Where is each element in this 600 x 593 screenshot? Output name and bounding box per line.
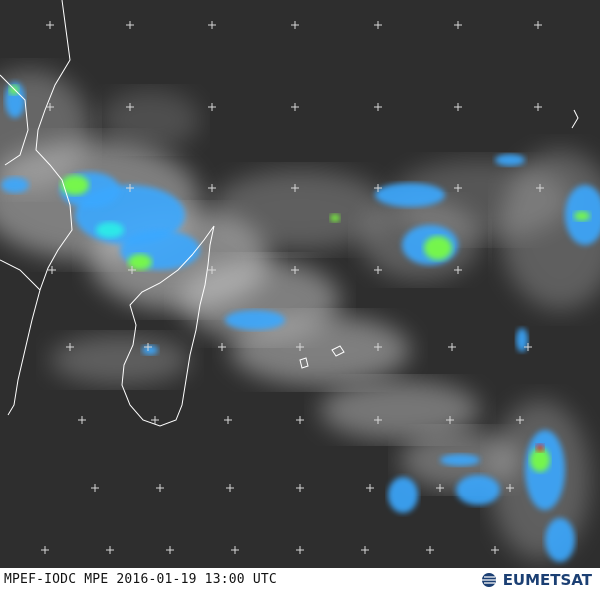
- grid-marker: [291, 266, 299, 274]
- grid-marker: [126, 184, 134, 192]
- grid-marker: [454, 184, 462, 192]
- island: [299, 357, 309, 369]
- grid-marker: [296, 484, 304, 492]
- grid-marker: [374, 103, 382, 111]
- grid-marker: [224, 416, 232, 424]
- eumetsat-logo-icon: [481, 573, 496, 587]
- grid-marker: [374, 343, 382, 351]
- island: [331, 345, 345, 357]
- precipitation-area: [1, 177, 29, 193]
- grid-marker: [374, 266, 382, 274]
- grid-marker: [41, 546, 49, 554]
- border-line: [0, 259, 41, 291]
- lat-lon-grid: [41, 21, 544, 554]
- cloud-area: [50, 335, 190, 385]
- grid-marker: [296, 343, 304, 351]
- grid-marker: [534, 103, 542, 111]
- eumetsat-logo: EUMETSAT: [479, 571, 592, 589]
- grid-marker: [491, 546, 499, 554]
- grid-marker: [506, 484, 514, 492]
- cloud-area: [230, 315, 410, 385]
- cloud-area: [100, 90, 200, 150]
- grid-marker: [446, 416, 454, 424]
- grid-marker: [454, 266, 462, 274]
- grid-marker: [436, 484, 444, 492]
- logo-text: EUMETSAT: [502, 571, 592, 589]
- grid-marker: [126, 21, 134, 29]
- precipitation-area: [61, 175, 89, 195]
- precipitation-area: [424, 236, 452, 260]
- precipitation-area: [456, 475, 500, 505]
- grid-marker: [46, 103, 54, 111]
- grid-marker: [291, 184, 299, 192]
- grid-marker: [374, 416, 382, 424]
- grid-marker: [448, 343, 456, 351]
- grid-marker: [78, 416, 86, 424]
- grid-marker: [524, 343, 532, 351]
- grid-marker: [374, 184, 382, 192]
- grid-marker: [374, 21, 382, 29]
- grid-marker: [151, 416, 159, 424]
- precipitation-area: [545, 518, 575, 562]
- africa-coastline: [7, 0, 73, 416]
- madagascar-coastline: [121, 225, 215, 427]
- precipitation-area: [530, 448, 550, 472]
- cloud-area: [210, 170, 390, 250]
- grid-marker: [291, 103, 299, 111]
- grid-marker: [208, 266, 216, 274]
- grid-marker: [156, 484, 164, 492]
- grid-marker: [296, 546, 304, 554]
- grid-marker: [66, 343, 74, 351]
- precipitation-area: [440, 454, 480, 466]
- grid-marker: [208, 21, 216, 29]
- precipitation-area: [388, 477, 418, 513]
- grid-marker: [48, 266, 56, 274]
- precipitation-area: [495, 154, 525, 166]
- footer-bar: MPEF-IODC MPE 2016-01-19 13:00 UTC EUMET…: [0, 568, 600, 593]
- precipitation-area: [96, 222, 124, 238]
- grid-marker: [516, 416, 524, 424]
- grid-marker: [106, 546, 114, 554]
- precipitation-area: [536, 444, 544, 452]
- satellite-image: [0, 0, 600, 568]
- precipitation-area: [330, 214, 340, 222]
- satellite-map: [0, 0, 600, 562]
- grid-marker: [46, 21, 54, 29]
- grid-marker: [454, 103, 462, 111]
- grid-marker: [536, 184, 544, 192]
- precipitation-area: [516, 328, 528, 352]
- grid-marker: [226, 484, 234, 492]
- grid-marker: [144, 343, 152, 351]
- grid-marker: [231, 546, 239, 554]
- grid-marker: [291, 21, 299, 29]
- grid-marker: [208, 103, 216, 111]
- grid-marker: [166, 546, 174, 554]
- grid-marker: [218, 343, 226, 351]
- precipitation-area: [128, 254, 152, 270]
- grid-marker: [126, 103, 134, 111]
- grid-marker: [91, 484, 99, 492]
- precipitation-area: [225, 310, 285, 330]
- precipitation-area: [574, 211, 590, 221]
- grid-marker: [296, 416, 304, 424]
- grid-marker: [361, 546, 369, 554]
- image-caption: MPEF-IODC MPE 2016-01-19 13:00 UTC: [4, 572, 277, 587]
- grid-marker: [454, 21, 462, 29]
- precipitation-area: [9, 85, 19, 95]
- precipitation-layer: [1, 82, 600, 562]
- island: [571, 109, 579, 129]
- coastline-layer: [0, 0, 579, 427]
- grid-marker: [426, 546, 434, 554]
- border-line: [0, 74, 29, 166]
- grid-marker: [366, 484, 374, 492]
- grid-marker: [208, 184, 216, 192]
- precipitation-area: [375, 183, 445, 207]
- grid-marker: [128, 266, 136, 274]
- grid-marker: [534, 21, 542, 29]
- cloud-area: [320, 380, 480, 440]
